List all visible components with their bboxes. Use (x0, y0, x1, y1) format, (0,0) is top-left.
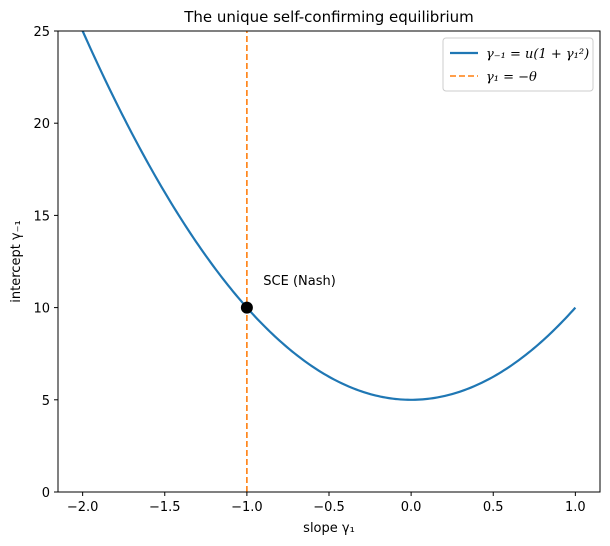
legend-entry: γ₁ = −θ (486, 70, 537, 85)
x-axis: −2.0 −1.5 −1.0 −0.5 0.0 0.5 1.0 (67, 492, 586, 515)
annotation-sce: SCE (Nash) (263, 274, 336, 289)
y-tick-label: 25 (33, 25, 50, 40)
x-tick-label: −0.5 (313, 500, 345, 515)
curve-series (81, 31, 577, 401)
legend: γ₋₁ = u(1 + γ₁²) γ₁ = −θ (442, 37, 594, 92)
x-tick-label: −1.5 (149, 500, 181, 515)
plot-area (81, 31, 577, 492)
y-axis: 0 5 10 15 20 25 (33, 25, 58, 501)
chart-title: The unique self-confirming equilibrium (183, 8, 474, 26)
legend-box (442, 37, 594, 92)
legend-entry: γ₋₁ = u(1 + γ₁²) (486, 47, 589, 62)
x-tick-label: 1.0 (565, 500, 586, 515)
y-tick-label: 20 (33, 117, 50, 132)
x-axis-label: slope γ₁ (303, 521, 355, 536)
y-tick-label: 15 (33, 209, 50, 224)
y-axis-label: intercept γ₋₁ (9, 220, 24, 302)
y-tick-label: 5 (42, 394, 50, 409)
x-tick-label: −1.0 (231, 500, 263, 515)
x-tick-label: 0.0 (401, 500, 422, 515)
equilibrium-point (240, 301, 253, 314)
y-tick-label: 10 (33, 302, 50, 317)
x-tick-label: −2.0 (67, 500, 99, 515)
y-tick-label: 0 (42, 486, 50, 501)
x-tick-label: 0.5 (483, 500, 504, 515)
axes-frame (57, 30, 601, 493)
